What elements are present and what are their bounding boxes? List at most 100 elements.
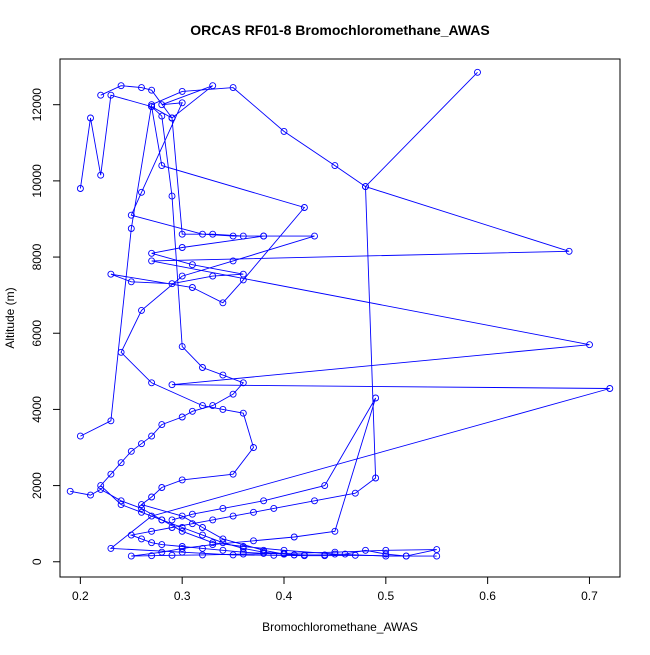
data-point xyxy=(188,284,196,291)
data-point xyxy=(209,539,217,547)
data-point xyxy=(229,257,237,265)
data-point xyxy=(209,230,217,238)
data-point xyxy=(199,524,206,531)
data-point xyxy=(331,548,339,556)
data-point xyxy=(229,551,237,559)
data-point xyxy=(188,520,196,528)
data-point xyxy=(107,470,115,478)
data-point xyxy=(168,280,176,288)
data-point xyxy=(188,261,196,269)
data-point xyxy=(300,204,308,211)
data-point xyxy=(87,491,94,499)
data-series xyxy=(76,84,380,559)
data-point xyxy=(158,548,166,556)
data-point xyxy=(239,409,247,417)
data-point xyxy=(148,86,156,94)
data-point xyxy=(382,550,390,558)
data-point xyxy=(107,91,115,99)
y-tick-label: 12000 xyxy=(30,88,44,122)
data-point xyxy=(362,546,369,554)
data-point xyxy=(219,371,227,379)
data-point xyxy=(127,447,135,455)
data-point xyxy=(178,244,186,251)
data-point xyxy=(168,551,176,559)
data-point xyxy=(372,474,380,482)
data-point xyxy=(178,476,186,484)
data-point xyxy=(219,546,227,554)
data-point xyxy=(107,544,115,552)
data-point xyxy=(97,485,105,493)
data-point xyxy=(270,504,278,512)
x-tick-label: 0.2 xyxy=(72,589,89,603)
data-point xyxy=(158,112,166,120)
data-point xyxy=(188,407,196,415)
data-point xyxy=(280,127,288,135)
data-point xyxy=(168,381,176,389)
data-point xyxy=(565,247,573,255)
data-point xyxy=(127,211,135,219)
data-point xyxy=(148,249,156,257)
data-point xyxy=(168,524,176,531)
y-axis: 0 2000 4000 6000 8000 10000 12000 xyxy=(30,88,60,565)
series-line xyxy=(109,71,610,557)
data-point xyxy=(158,101,166,109)
data-point xyxy=(321,482,329,490)
data-series xyxy=(107,68,614,560)
data-point xyxy=(97,91,105,99)
x-tick-label: 0.7 xyxy=(581,589,598,603)
data-point xyxy=(219,299,227,307)
data-point xyxy=(138,535,145,543)
data-point xyxy=(117,501,125,509)
data-point xyxy=(219,504,227,512)
data-point xyxy=(219,405,227,413)
y-tick-label: 8000 xyxy=(30,243,44,270)
data-point xyxy=(158,421,166,429)
y-tick-label: 2000 xyxy=(30,472,44,499)
data-point xyxy=(199,364,206,371)
x-tick-label: 0.4 xyxy=(276,589,293,603)
data-point xyxy=(606,385,614,392)
series-layer xyxy=(66,68,614,560)
y-tick-label: 4000 xyxy=(30,396,44,423)
data-point xyxy=(178,544,186,552)
data-point xyxy=(138,306,145,314)
data-point xyxy=(300,552,308,560)
data-point xyxy=(290,533,298,541)
data-point xyxy=(239,550,247,558)
data-point xyxy=(97,482,105,490)
data-point xyxy=(199,230,206,238)
data-point xyxy=(260,497,268,505)
data-point xyxy=(250,537,257,545)
data-point xyxy=(127,552,135,560)
data-point xyxy=(66,487,74,495)
data-point xyxy=(229,232,237,240)
data-point xyxy=(158,516,166,524)
data-point xyxy=(127,278,135,286)
y-tick-label: 10000 xyxy=(30,164,44,198)
data-point xyxy=(178,548,186,556)
data-point xyxy=(331,550,339,558)
data-point xyxy=(117,459,125,467)
x-tick-label: 0.5 xyxy=(377,589,394,603)
data-point xyxy=(138,188,145,196)
data-point xyxy=(178,272,186,280)
data-point xyxy=(229,512,237,520)
data-point xyxy=(138,504,145,512)
data-point xyxy=(168,114,176,122)
x-axis-label: Bromochloromethane_AWAS xyxy=(262,620,418,634)
data-point xyxy=(138,501,145,509)
data-point xyxy=(168,516,176,524)
data-point xyxy=(148,103,156,111)
data-point xyxy=(148,379,156,387)
data-point xyxy=(362,183,369,191)
data-point xyxy=(331,162,339,170)
data-point xyxy=(321,552,329,560)
data-point xyxy=(158,484,166,491)
data-point xyxy=(117,82,125,90)
data-point xyxy=(158,541,166,549)
data-point xyxy=(178,99,186,107)
data-point xyxy=(97,171,105,179)
series-line xyxy=(70,85,437,557)
